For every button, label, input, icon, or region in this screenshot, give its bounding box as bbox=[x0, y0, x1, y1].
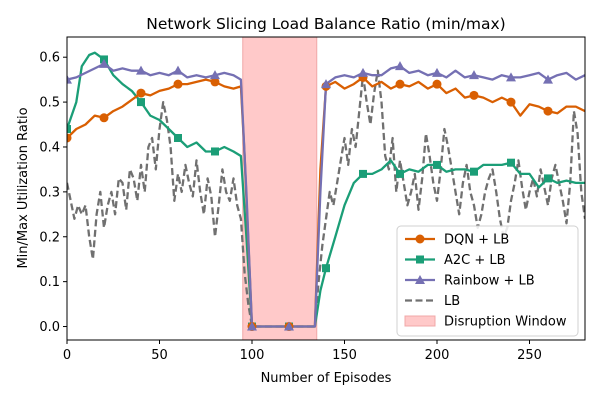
y-tick-label: 0.4 bbox=[39, 140, 60, 155]
marker-dqn-lb bbox=[67, 133, 72, 143]
marker-dqn-lb bbox=[543, 106, 553, 116]
series-line-lb bbox=[67, 69, 585, 328]
marker-rainbow-lb bbox=[358, 67, 368, 77]
marker-dqn-lb bbox=[173, 79, 183, 89]
marker-rainbow-lb bbox=[469, 70, 479, 80]
marker-dqn-lb bbox=[506, 97, 516, 107]
legend-label: Rainbow + LB bbox=[444, 274, 535, 289]
legend-label: A2C + LB bbox=[444, 253, 506, 268]
marker-rainbow-lb bbox=[247, 321, 257, 331]
marker-rainbow-lb bbox=[321, 79, 331, 89]
marker-dqn-lb bbox=[432, 79, 442, 89]
y-tick-label: 0.6 bbox=[39, 51, 60, 66]
series-line-rainbow-lb bbox=[67, 62, 585, 328]
marker-dqn-lb bbox=[469, 90, 479, 100]
x-tick-label: 100 bbox=[240, 348, 265, 363]
disruption-window-region bbox=[242, 37, 318, 340]
marker-a2c-lb bbox=[544, 174, 552, 183]
x-axis: 0 50 100 150 200 250 bbox=[63, 340, 542, 363]
series-line-a2c-lb bbox=[67, 51, 585, 328]
marker-a2c-lb bbox=[137, 98, 145, 107]
marker-rainbow-lb bbox=[99, 58, 109, 68]
legend-label: DQN + LB bbox=[444, 233, 509, 248]
legend-label: Disruption Window bbox=[444, 315, 567, 330]
marker-dqn-lb bbox=[395, 79, 405, 89]
marker-dqn-lb bbox=[210, 77, 220, 87]
series-line-dqn-lb bbox=[67, 76, 585, 328]
marker-a2c-lb bbox=[359, 169, 367, 178]
plot-area bbox=[67, 37, 585, 340]
x-tick-label: 50 bbox=[151, 348, 168, 363]
marker-rainbow-lb bbox=[395, 61, 405, 71]
x-axis-label: Number of Episodes bbox=[261, 371, 392, 386]
marker-a2c-lb bbox=[322, 264, 330, 273]
marker-rainbow-lb bbox=[543, 74, 553, 84]
x-tick-label: 250 bbox=[517, 348, 542, 363]
x-tick-label: 150 bbox=[332, 348, 357, 363]
plot-frame bbox=[66, 36, 586, 341]
y-tick-label: 0.2 bbox=[39, 230, 60, 245]
chart-title: Network Slicing Load Balance Ratio (min/… bbox=[146, 15, 505, 33]
x-tick-label: 200 bbox=[425, 348, 450, 363]
marker-a2c-lb bbox=[67, 125, 71, 134]
y-tick-label: 0.3 bbox=[39, 185, 60, 200]
marker-rainbow-lb bbox=[506, 72, 516, 82]
y-tick-label: 0.0 bbox=[39, 320, 60, 335]
marker-rainbow-lb bbox=[67, 74, 72, 84]
y-tick-label: 0.5 bbox=[39, 96, 60, 111]
marker-rainbow-lb bbox=[210, 70, 220, 80]
marker-rainbow-lb bbox=[173, 65, 183, 75]
y-axis-label: Min/Max Utilization Ratio bbox=[16, 107, 31, 268]
marker-dqn-lb bbox=[136, 88, 146, 98]
plot-clip bbox=[67, 37, 585, 340]
marker-a2c-lb bbox=[174, 134, 182, 142]
y-tick-label: 0.1 bbox=[39, 275, 60, 290]
legend-marker bbox=[415, 275, 425, 284]
legend-box bbox=[396, 225, 579, 337]
legend-marker bbox=[416, 255, 424, 264]
marker-dqn-lb bbox=[99, 113, 109, 123]
marker-rainbow-lb bbox=[284, 321, 294, 331]
legend-label: LB bbox=[444, 294, 460, 309]
legend: DQN + LB A2C + LB Rainbow + LB LB Disruption… bbox=[396, 225, 579, 337]
legend-marker bbox=[415, 234, 425, 244]
x-tick-label: 0 bbox=[63, 348, 71, 363]
marker-a2c-lb bbox=[211, 147, 219, 156]
marker-rainbow-lb bbox=[136, 65, 146, 75]
legend-patch bbox=[404, 315, 436, 327]
marker-rainbow-lb bbox=[432, 67, 442, 77]
marker-a2c-lb bbox=[470, 167, 478, 176]
marker-a2c-lb bbox=[396, 169, 404, 178]
marker-a2c-lb bbox=[433, 160, 441, 169]
y-axis: 0.0 0.1 0.2 0.3 0.4 0.5 0.6 bbox=[39, 51, 67, 335]
marker-a2c-lb bbox=[507, 158, 515, 167]
